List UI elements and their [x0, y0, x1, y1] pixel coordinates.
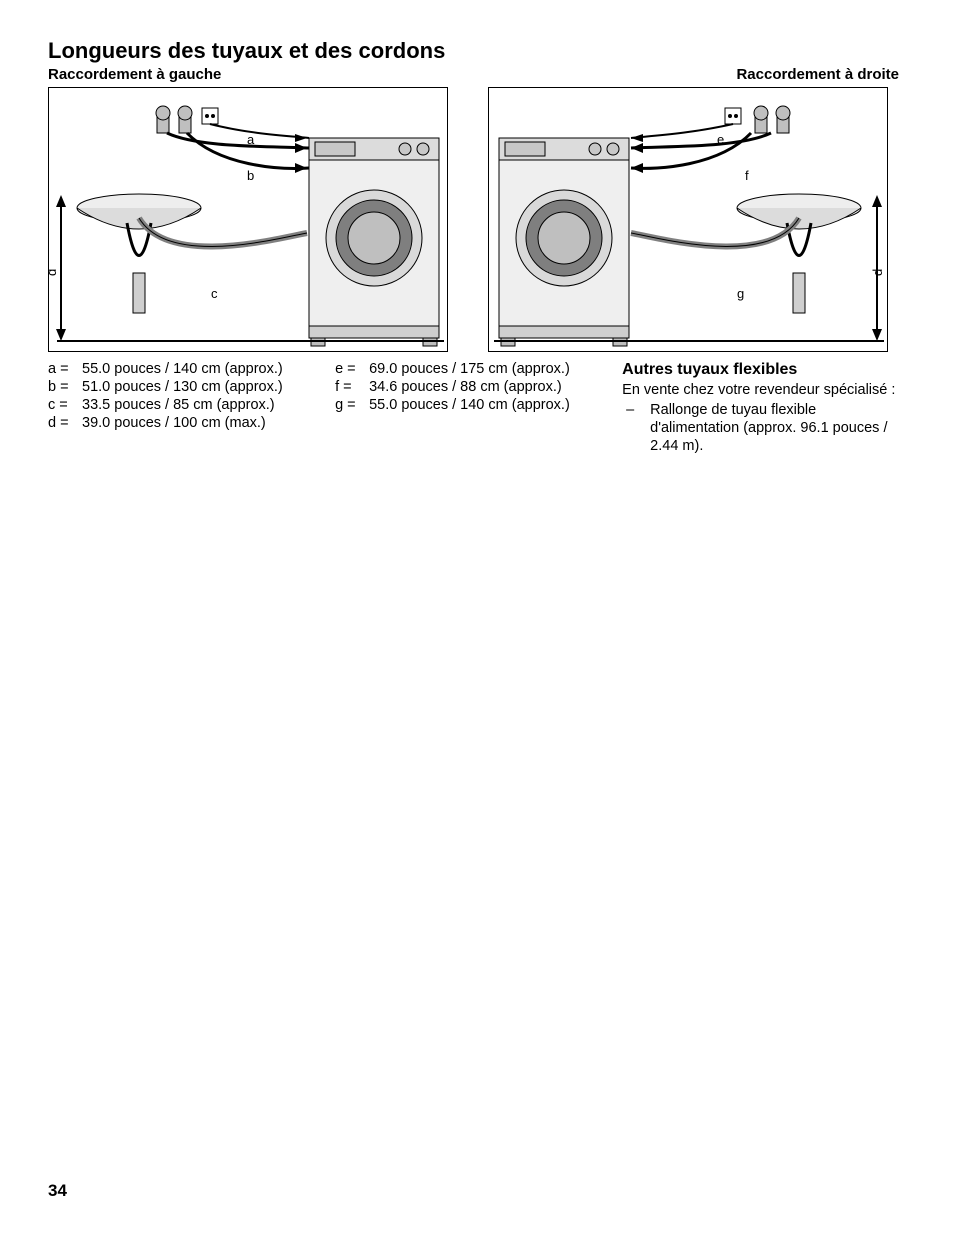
- measurement-value: 55.0 pouces / 140 cm (approx.): [369, 396, 592, 414]
- measurement-key: b =: [48, 378, 82, 396]
- measurement-row: f =34.6 pouces / 88 cm (approx.): [335, 378, 592, 396]
- measurements-col-1: a =55.0 pouces / 140 cm (approx.)b =51.0…: [48, 360, 305, 456]
- measurement-value: 33.5 pouces / 85 cm (approx.): [82, 396, 305, 414]
- other-hoses-heading: Autres tuyaux flexibles: [622, 360, 899, 380]
- page-number: 34: [48, 1181, 67, 1201]
- other-hoses-item: –Rallonge de tuyau flexible d'alimentati…: [622, 401, 899, 455]
- measurement-row: b =51.0 pouces / 130 cm (approx.): [48, 378, 305, 396]
- label-d-r: d: [870, 269, 885, 276]
- measurement-key: g =: [335, 396, 369, 414]
- measurement-value: 39.0 pouces / 100 cm (max.): [82, 414, 305, 432]
- label-e: e: [717, 132, 724, 147]
- label-d: d: [49, 269, 59, 276]
- measurement-value: 34.6 pouces / 88 cm (approx.): [369, 378, 592, 396]
- measurement-key: c =: [48, 396, 82, 414]
- label-c: c: [211, 286, 218, 301]
- measurement-key: a =: [48, 360, 82, 378]
- measurements-col-2: e =69.0 pouces / 175 cm (approx.)f =34.6…: [335, 360, 592, 456]
- measurement-row: d =39.0 pouces / 100 cm (max.): [48, 414, 305, 432]
- diagram-right: d e f: [488, 87, 888, 352]
- measurement-value: 69.0 pouces / 175 cm (approx.): [369, 360, 592, 378]
- measurement-key: f =: [335, 378, 369, 396]
- measurement-row: c =33.5 pouces / 85 cm (approx.): [48, 396, 305, 414]
- label-a: a: [247, 132, 255, 147]
- measurement-row: e =69.0 pouces / 175 cm (approx.): [335, 360, 592, 378]
- subtitle-left: Raccordement à gauche: [48, 66, 221, 83]
- other-hoses-block: Autres tuyaux flexibles En vente chez vo…: [622, 360, 899, 456]
- label-f: f: [745, 168, 749, 183]
- subtitle-right: Raccordement à droite: [736, 66, 899, 83]
- measurement-value: 51.0 pouces / 130 cm (approx.): [82, 378, 305, 396]
- other-hoses-intro: En vente chez votre revendeur spécialisé…: [622, 381, 899, 399]
- measurement-key: e =: [335, 360, 369, 378]
- label-g: g: [737, 286, 744, 301]
- page-title: Longueurs des tuyaux et des cordons: [48, 38, 899, 64]
- bullet-dash: –: [622, 401, 650, 455]
- measurement-value: 55.0 pouces / 140 cm (approx.): [82, 360, 305, 378]
- measurement-row: a =55.0 pouces / 140 cm (approx.): [48, 360, 305, 378]
- measurement-row: g =55.0 pouces / 140 cm (approx.): [335, 396, 592, 414]
- other-hoses-item-text: Rallonge de tuyau flexible d'alimentatio…: [650, 401, 899, 455]
- measurement-key: d =: [48, 414, 82, 432]
- label-b: b: [247, 168, 254, 183]
- diagram-left: d a b: [48, 87, 448, 352]
